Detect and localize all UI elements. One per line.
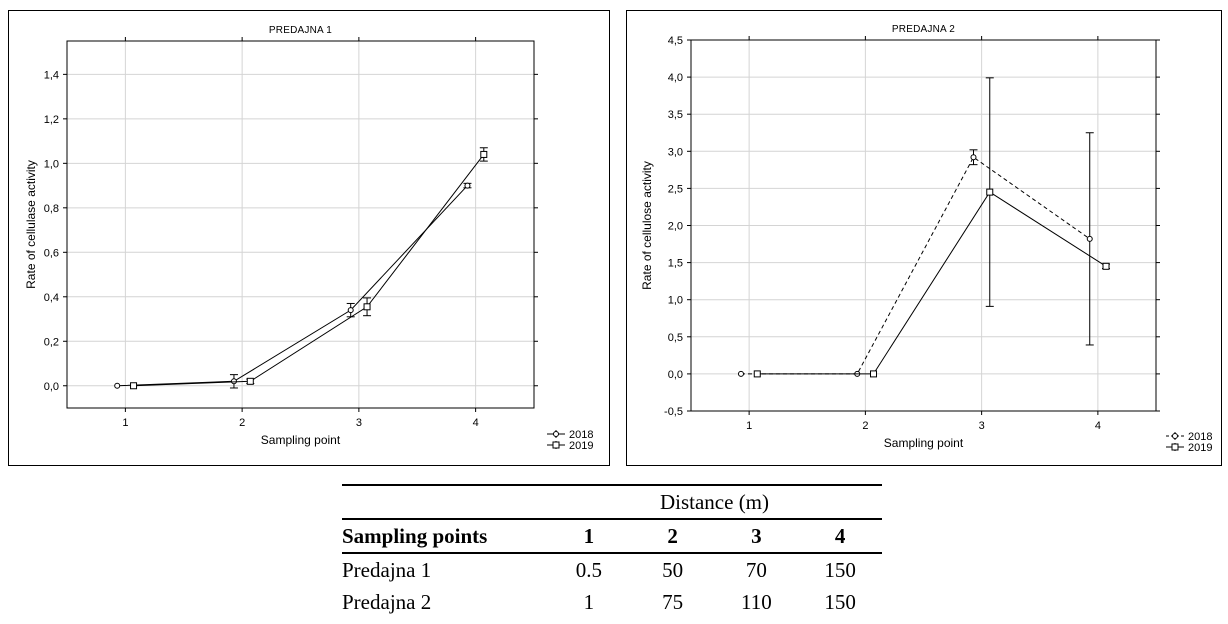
chart2-ytick-label: 0,5 — [668, 332, 683, 344]
chart2-x-axis-label: Sampling point — [884, 436, 964, 450]
chart1-xtick-label: 2 — [239, 417, 245, 429]
chart1-series-2018-point — [347, 307, 354, 314]
chart2-xtick-label: 1 — [746, 420, 752, 432]
chart2-series-2019-line — [757, 191, 1107, 375]
chart2-legend-label-2019: 2019 — [1188, 442, 1212, 454]
chart2-y-axis-label: Rate of cellulose activity — [640, 161, 654, 290]
table-cell: 75 — [662, 589, 684, 614]
chart2-series-2019-point — [753, 370, 761, 378]
chart1-y-axis-label: Rate of cellulase activity — [24, 160, 38, 289]
chart2-series-2019-point — [870, 370, 878, 378]
distance-table: Distance (m) Sampling points 1 2 3 4 Pre… — [342, 484, 882, 618]
chart2-series-2019-point — [1102, 262, 1110, 270]
table-cell: Predajna 2 — [342, 589, 432, 614]
chart1-ytick-label: 0,4 — [44, 292, 59, 304]
table-cell: Predajna 1 — [342, 557, 432, 582]
chart-predajna-2: PREDAJNA 2 -0,5 0,0 0,5 1,0 1,5 2,0 2,5 3,0 3,5 4,… — [626, 10, 1222, 466]
chart1-ytick-label: 0,2 — [44, 336, 59, 348]
chart1-legend-marker-2018 — [553, 431, 559, 437]
chart1-ytick-label: 0,6 — [44, 247, 59, 259]
table-header-cell: 1 — [583, 523, 595, 548]
chart1-legend-label-2018: 2018 — [569, 429, 593, 441]
chart2-series-2018-point — [970, 154, 977, 161]
chart2-series-2018-line — [740, 156, 1091, 375]
table-cell: 0.5 — [575, 557, 602, 582]
chart2-series-2018-point — [1086, 235, 1093, 242]
chart1-series-2018-point — [464, 182, 471, 189]
chart1-xtick-label: 4 — [473, 417, 479, 429]
table-cell: 50 — [662, 557, 684, 582]
chart2-legend-marker-2018 — [1172, 433, 1178, 439]
table-header-cell: 2 — [667, 523, 678, 548]
chart1-ytick-label: 0,8 — [44, 203, 59, 215]
chart1-legend-marker-2019 — [552, 441, 560, 449]
chart1-xtick-label: 3 — [356, 417, 362, 429]
table-header-cell: 3 — [751, 523, 762, 548]
chart1-legend-label-2019: 2019 — [569, 440, 593, 452]
chart1-ytick-label: 1,4 — [44, 69, 59, 81]
table-cell: 1 — [583, 589, 595, 614]
chart1-plot-frame — [66, 40, 535, 409]
table-cell: 150 — [824, 557, 856, 582]
chart1-series-2019-line — [133, 154, 485, 387]
table-cell: 70 — [745, 557, 767, 582]
chart2-ytick-label: -0,5 — [664, 406, 683, 418]
chart2-ytick-label: 0,0 — [668, 369, 683, 381]
table-header-cell: Sampling points — [342, 523, 488, 548]
table-cell: 110 — [741, 589, 772, 614]
chart1-ytick-label: 1,2 — [44, 114, 59, 126]
chart-predajna-1-svg: PREDAJNA 1 0,0 0,2 0,4 0,6 0,8 1,0 1,2 1,4 1 2 3 4 Sa… — [24, 25, 593, 452]
chart2-title: PREDAJNA 2 — [892, 24, 955, 35]
chart2-ytick-label: 4,5 — [668, 35, 683, 47]
chart1-series-2019-point — [130, 382, 138, 390]
chart1-series-2018-point — [230, 378, 237, 385]
chart1-series-2019-point — [246, 377, 254, 385]
chart1-title: PREDAJNA 1 — [269, 25, 332, 36]
chart-predajna-1: PREDAJNA 1 0,0 0,2 0,4 0,6 0,8 1,0 1,2 1,4 1 2 3 4 Sa… — [8, 10, 610, 466]
chart1-series-2018-line — [117, 185, 468, 387]
table-super-header: Distance (m) — [659, 489, 770, 514]
chart1-ytick-label: 0,0 — [44, 381, 59, 393]
chart2-legend-marker-2019 — [1171, 443, 1179, 451]
chart2-ytick-label: 2,5 — [668, 183, 683, 195]
chart2-ytick-label: 3,5 — [668, 109, 683, 121]
chart2-series-2019-point — [986, 188, 994, 196]
chart1-xtick-label: 1 — [122, 417, 128, 429]
chart2-ytick-label: 1,5 — [668, 258, 683, 270]
table-super-header-row: Distance (m) — [342, 484, 882, 518]
table-header-row: Sampling points 1 2 3 4 — [342, 518, 882, 554]
chart-predajna-2-svg: PREDAJNA 2 -0,5 0,0 0,5 1,0 1,5 2,0 2,5 3,0 3,5 4,… — [640, 24, 1212, 454]
chart1-series-2019-point — [363, 303, 371, 311]
chart2-xtick-label: 4 — [1095, 420, 1101, 432]
table-row: Predajna 1 0.5 50 70 150 — [342, 554, 882, 586]
chart2-ytick-label: 2,0 — [668, 221, 683, 233]
chart2-xtick-label: 3 — [979, 420, 985, 432]
chart1-x-axis-label: Sampling point — [261, 433, 341, 447]
chart1-ytick-label: 1,0 — [44, 158, 59, 170]
chart2-ytick-label: 3,0 — [668, 146, 683, 158]
chart1-series-2019-point — [480, 150, 488, 158]
chart2-ytick-label: 4,0 — [668, 72, 683, 84]
table-row: Predajna 2 1 75 110 150 — [342, 586, 882, 618]
chart2-series-2018-point — [737, 370, 744, 377]
table-cell: 150 — [824, 589, 856, 614]
table-header-cell: 4 — [834, 523, 846, 548]
chart2-legend-label-2018: 2018 — [1188, 431, 1212, 443]
chart2-ytick-label: 1,0 — [668, 295, 683, 307]
chart2-xtick-label: 2 — [862, 420, 868, 432]
chart1-series-2018-point — [114, 382, 121, 389]
